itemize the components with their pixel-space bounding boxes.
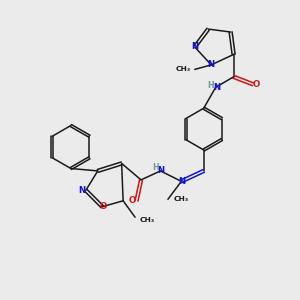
- Text: O: O: [253, 80, 260, 89]
- Text: O: O: [129, 196, 136, 205]
- Text: N: N: [178, 177, 185, 186]
- Text: CH₃: CH₃: [140, 217, 155, 223]
- Text: H: H: [207, 81, 214, 90]
- Text: N: N: [208, 60, 215, 69]
- Text: CH₃: CH₃: [175, 66, 190, 72]
- Text: N: N: [157, 167, 164, 176]
- Text: N: N: [191, 43, 198, 52]
- Text: CH₃: CH₃: [173, 196, 188, 202]
- Text: N: N: [78, 186, 85, 195]
- Text: N: N: [213, 83, 220, 92]
- Text: H: H: [152, 163, 158, 172]
- Text: O: O: [100, 202, 107, 211]
